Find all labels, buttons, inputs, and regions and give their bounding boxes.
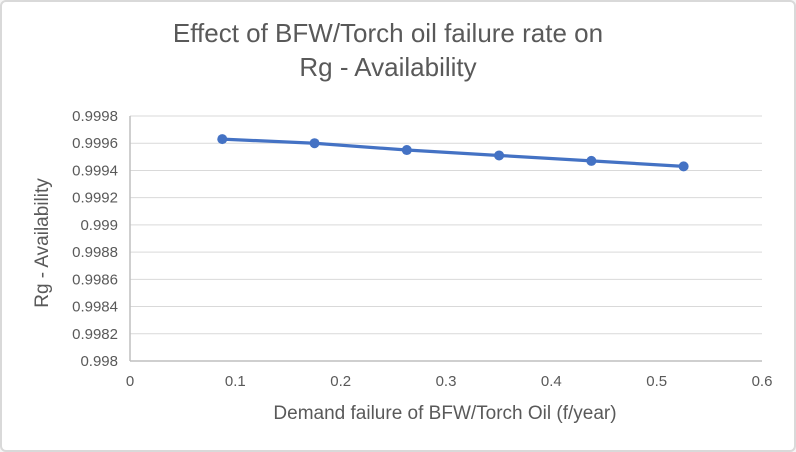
x-tick-label: 0.5 [646,373,667,390]
x-axis-title: Demand failure of BFW/Torch Oil (f/year) [273,403,617,424]
x-tick-label: 0.6 [752,373,773,390]
x-tick-label: 0.1 [225,373,246,390]
x-tick-label: 0 [126,373,134,390]
chart-title-line-2: Rg - Availability [299,52,477,82]
chart-title: Effect of BFW/Torch oil failure rate on … [2,16,786,84]
data-point-marker [217,134,228,145]
y-tick-label: 0.9992 [72,190,118,207]
data-point-marker [586,155,597,166]
data-point-marker [494,150,505,161]
series-line [220,137,686,168]
x-tick-label: 0.2 [330,373,351,390]
data-point-marker [401,145,412,156]
y-tick-label: 0.9988 [72,244,118,261]
y-tick-label: 0.998 [80,353,118,370]
y-tick-label: 0.9984 [72,299,118,316]
x-tick-label: 0.3 [436,373,457,390]
data-point-marker [678,161,689,172]
chart-title-line-1: Effect of BFW/Torch oil failure rate on [172,18,604,48]
x-tick-label: 0.4 [541,373,562,390]
y-tick-label: 0.9994 [72,162,118,179]
y-tick-label: 0.9996 [72,135,118,152]
y-tick-label: 0.9998 [72,108,118,125]
data-point-marker [309,138,320,149]
y-tick-label: 0.9986 [72,271,118,288]
y-tick-label: 0.999 [80,217,118,234]
y-tick-label: 0.9982 [72,326,118,343]
